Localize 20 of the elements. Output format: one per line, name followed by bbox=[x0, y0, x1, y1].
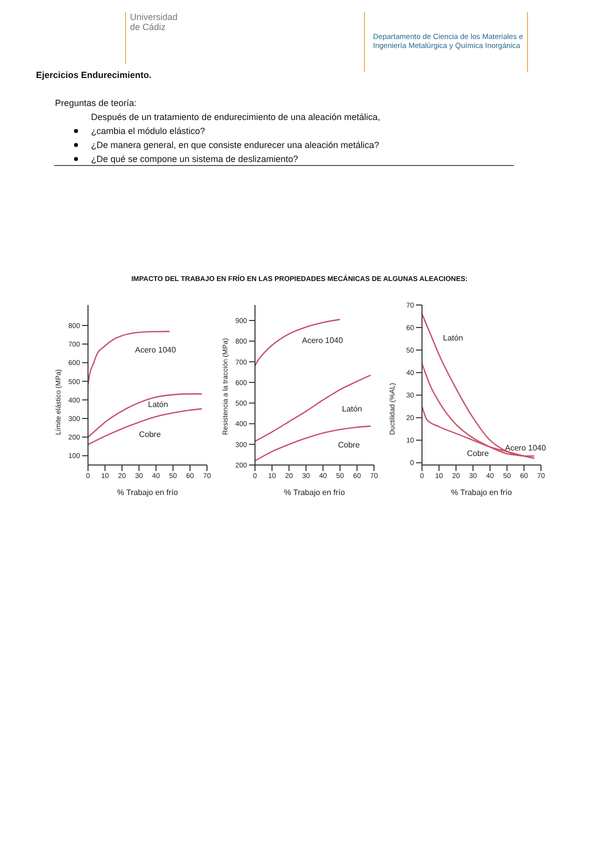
text: Ejercicios Endurecimiento. bbox=[36, 70, 152, 80]
x-axis-title: % Trabajo en frío bbox=[117, 488, 179, 497]
x-axis-title: % Trabajo en frío bbox=[451, 488, 513, 497]
series-label: Cobre bbox=[338, 440, 360, 450]
text: Universidad bbox=[130, 12, 178, 22]
x-axis-title: % Trabajo en frío bbox=[284, 488, 346, 497]
text: Después de un tratamiento de endurecimiento de una aleación metálica, bbox=[91, 112, 380, 122]
text: de Cádiz bbox=[130, 22, 167, 32]
series-label: Cobre bbox=[467, 449, 490, 458]
text: ¿cambia el módulo elástico? bbox=[91, 125, 206, 138]
series-label: Acero 1040 bbox=[505, 444, 546, 453]
series-label: Acero 1040 bbox=[135, 345, 176, 354]
series-label: Latón bbox=[148, 400, 168, 410]
text: Preguntas de teoría: bbox=[55, 98, 137, 108]
text: ¿De manera general, en que consiste endurecer una aleación metálica? bbox=[91, 139, 380, 152]
series-label: Latón bbox=[342, 404, 362, 414]
series-label: Cobre bbox=[139, 430, 162, 440]
series-label: Acero 1040 bbox=[302, 336, 344, 346]
text: ¿De qué se compone un sistema de deslizamiento? bbox=[91, 153, 298, 166]
series-label: Latón bbox=[443, 334, 464, 343]
